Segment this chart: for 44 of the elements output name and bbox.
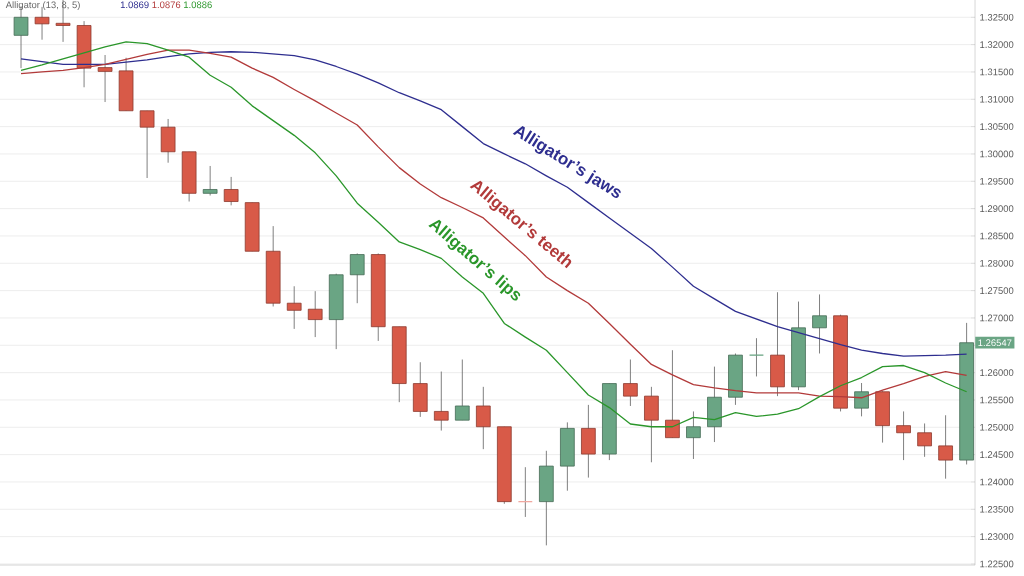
candlestick [286,285,302,330]
candlestick [917,423,932,458]
y-tick-label: 1.28000 [980,259,1014,267]
y-tick-label: 1.27000 [980,314,1014,322]
y-tick-label: 1.32500 [980,13,1014,21]
y-tick-label: 1.24500 [980,451,1014,458]
candlestick [475,386,491,450]
candlestick [854,382,869,417]
annotation: 1.0876 [152,1,181,9]
y-tick-label: 1.25000 [980,423,1014,431]
candlestick [223,176,239,206]
y-tick-label: 1.32000 [980,41,1014,48]
y-tick-label: 1.30000 [980,150,1014,158]
candlestick [454,359,470,421]
candlestick [139,110,155,179]
candlestick [307,290,323,338]
annotation: 1.0886 [184,1,212,9]
text: Alligator (13, 8, 5) [5,1,80,11]
candlestick [748,337,765,377]
y-tick-label: 1.23500 [980,505,1014,513]
candlestick [938,414,953,480]
y-tick-label: 1.29000 [980,205,1014,212]
candlestick [349,253,365,304]
y-tick-label: 1.29500 [980,177,1014,185]
candlestick [97,54,113,103]
candlestick [665,349,680,439]
text: 1.26547 [978,339,1012,347]
candlestick [202,165,218,196]
y-tick-label: 1.28500 [980,232,1014,240]
annotation: 1.0869 [120,1,149,9]
y-tick-label: 1.30500 [980,123,1014,130]
y-tick-label: 1.27500 [980,287,1014,294]
y-tick-label: 1.23000 [980,533,1014,540]
candlestick [433,371,449,431]
candlestick [686,411,701,460]
y-tick-label: 1.22500 [980,560,1014,568]
candlestick [623,359,638,407]
candlestick [812,294,827,354]
y-tick-label: 1.24000 [980,478,1014,486]
candlestick [896,411,911,461]
y-tick-label: 1.25500 [980,396,1014,404]
y-tick-label: 1.31000 [980,95,1014,103]
y-tick-label: 1.26000 [980,369,1014,376]
y-tick-label: 1.31500 [980,68,1014,76]
